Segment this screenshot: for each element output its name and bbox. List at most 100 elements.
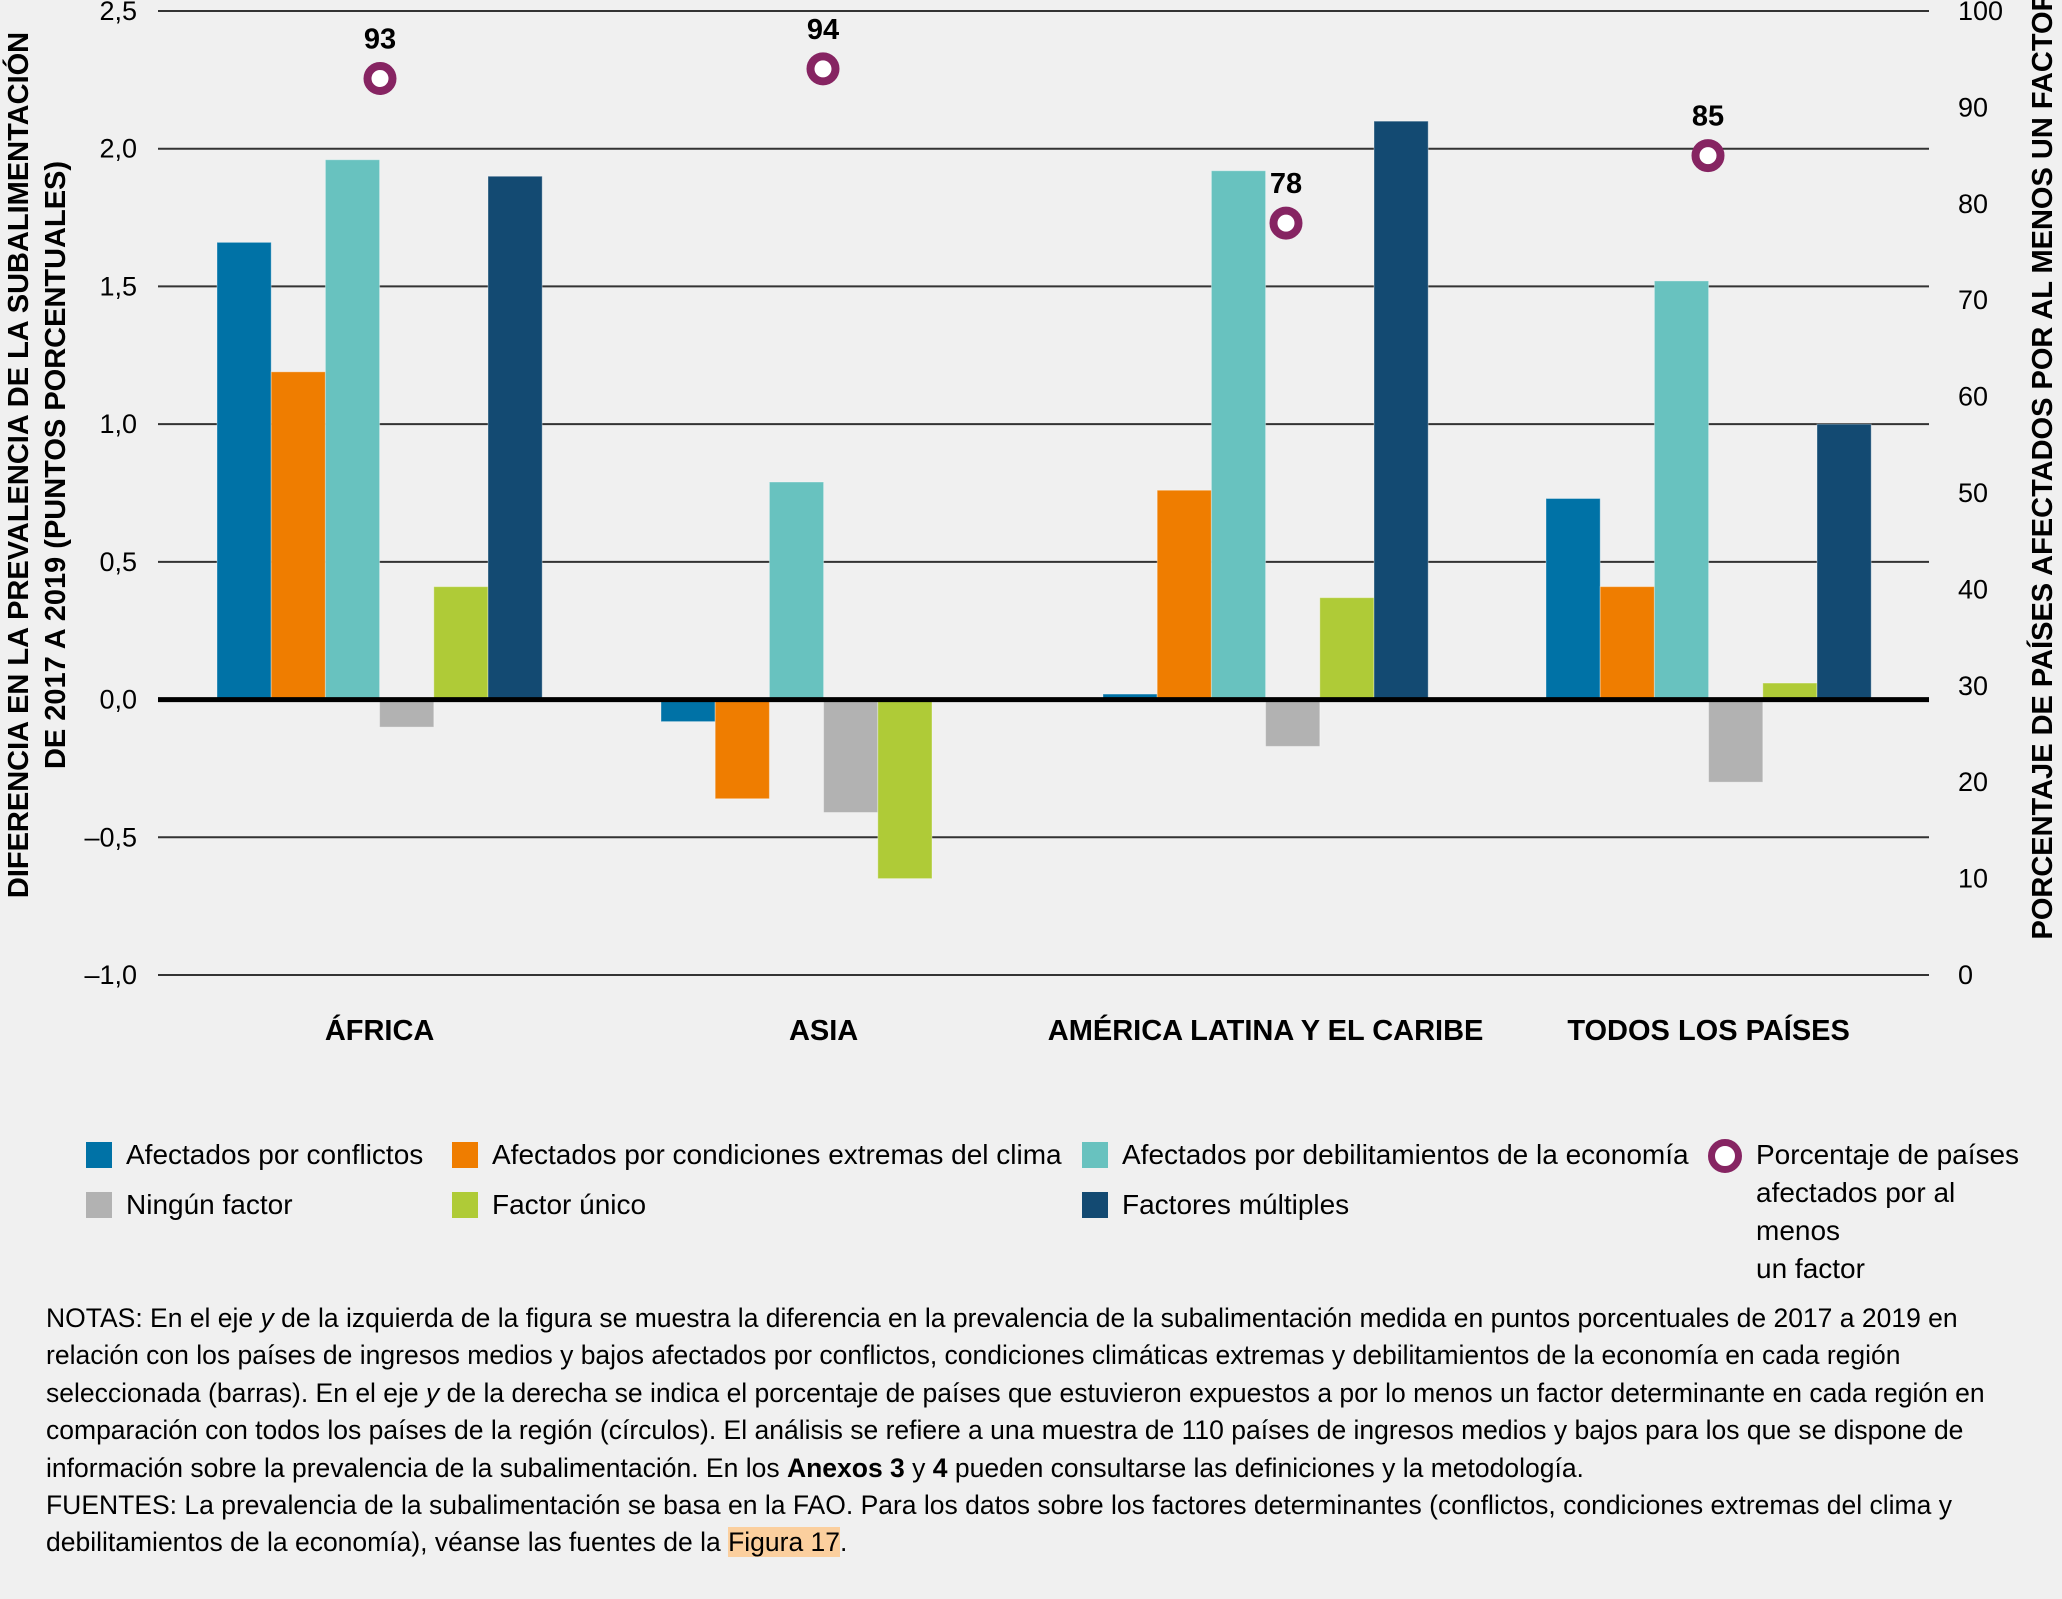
y-axis-title-line1: DIFERENCIA EN LA PREVALENCIA DE LA SUBAL… xyxy=(1,32,35,898)
y-tick-label: 2,5 xyxy=(99,0,137,26)
legend-item-percentage: Porcentaje de países afectados por al me… xyxy=(1708,1136,2046,1288)
legend-label-line: afectados por al menos xyxy=(1756,1177,1956,1246)
bar xyxy=(1265,699,1321,747)
notes-text: de la derecha se indica el porcentaje de… xyxy=(46,1377,1985,1483)
y2-tick-label: 50 xyxy=(1958,478,1988,508)
percentage-marker xyxy=(1269,206,1303,240)
legend-label: Porcentaje de países afectados por al me… xyxy=(1756,1136,2046,1288)
y2-tick-label: 20 xyxy=(1958,767,1988,797)
notes-text: En el eje xyxy=(150,1303,261,1333)
y2-tick-label: 90 xyxy=(1958,92,1988,122)
y2-axis-title: PORCENTAJE DE PAÍSES AFECTADOS POR AL ME… xyxy=(2025,0,2059,940)
legend-item-no-factor: Ningún factor xyxy=(86,1186,293,1224)
y2-tick-label: 30 xyxy=(1958,671,1988,701)
legend-swatch xyxy=(1082,1192,1108,1218)
category-label: ASIA xyxy=(789,1015,858,1047)
bar xyxy=(1708,699,1764,783)
bar xyxy=(487,175,543,701)
chart: 93 94 78 85 –1,0 –0,5 0,0 0,5 1,0 1,5 2,0 2,5 0 10 2… xyxy=(1,0,2059,1047)
bar xyxy=(823,699,879,813)
legend-swatch xyxy=(86,1142,112,1168)
bar xyxy=(433,586,489,701)
sources-paragraph: FUENTES: La prevalencia de la subaliment… xyxy=(46,1487,2046,1562)
bar xyxy=(1156,489,1212,701)
y-tick-label: 2,0 xyxy=(99,134,137,164)
y2-axis-ticks: 0 10 20 30 40 50 60 70 80 90 100 xyxy=(1958,0,2003,990)
y-tick-label: 1,0 xyxy=(99,409,137,439)
category-labels: ÁFRICA ASIA AMÉRICA LATINA Y EL CARIBE TODO… xyxy=(325,1013,1850,1047)
bar xyxy=(1319,597,1375,701)
notes: NOTAS: En el eje y de la izquierda de la… xyxy=(46,1300,2046,1562)
legend-item-multiple-factors: Factores múltiples xyxy=(1082,1186,1349,1224)
percentage-marker xyxy=(1691,139,1725,173)
percentage-marker xyxy=(363,61,397,95)
category-label: AMÉRICA LATINA Y EL CARIBE xyxy=(1048,1013,1484,1047)
legend-swatch xyxy=(452,1142,478,1168)
sources-text: La prevalencia de la subalimentación se … xyxy=(46,1490,1952,1558)
bar xyxy=(768,481,825,701)
notes-text: pueden consultarse las definiciones y la… xyxy=(947,1452,1584,1483)
annex-3-ref: Anexos 3 xyxy=(786,1452,905,1483)
percentage-marker xyxy=(806,52,840,86)
legend-swatch xyxy=(452,1192,478,1218)
y-tick-label: –1,0 xyxy=(84,960,137,990)
notes-paragraph: NOTAS: En el eje y de la izquierda de la… xyxy=(46,1300,2046,1487)
notes-prefix: NOTAS: xyxy=(46,1303,151,1333)
legend-item-single-factor: Factor único xyxy=(452,1186,646,1224)
y2-tick-label: 100 xyxy=(1958,0,2003,26)
legend-label: Ningún factor xyxy=(126,1189,293,1220)
legend-label: Afectados por debilitamientos de la econ… xyxy=(1122,1139,1689,1170)
y2-tick-label: 70 xyxy=(1958,285,1988,315)
bar xyxy=(660,699,716,723)
notes-italic-y: y xyxy=(260,1303,274,1333)
y2-tick-label: 60 xyxy=(1958,382,1988,412)
notes-italic-y: y xyxy=(426,1377,440,1408)
y2-tick-label: 80 xyxy=(1958,189,1988,219)
gridlines xyxy=(158,10,1929,976)
y2-tick-label: 40 xyxy=(1958,574,1988,604)
percentage-marker-label: 85 xyxy=(1692,101,1724,133)
percentage-marker-label: 94 xyxy=(807,14,839,46)
category-label: ÁFRICA xyxy=(325,1013,435,1047)
bar xyxy=(1599,586,1655,701)
category-label: TODOS LOS PAÍSES xyxy=(1567,1013,1850,1047)
legend-label: Afectados por conflictos xyxy=(126,1139,424,1170)
bars xyxy=(216,120,1872,880)
bar xyxy=(1545,498,1601,701)
y-tick-label: –0,5 xyxy=(84,822,137,852)
bar xyxy=(324,159,381,701)
legend-label: Factores múltiples xyxy=(1122,1189,1350,1220)
figure-17-link[interactable]: Figura 17 xyxy=(728,1527,841,1558)
notes-text: y xyxy=(904,1452,933,1483)
percentage-marker-label: 93 xyxy=(364,23,396,55)
y-axis-ticks: –1,0 –0,5 0,0 0,5 1,0 1,5 2,0 2,5 xyxy=(84,0,137,990)
legend-item-conflicts: Afectados por conflictos xyxy=(86,1136,423,1174)
annex-4-ref: 4 xyxy=(932,1452,948,1483)
legend-label-line: un factor xyxy=(1756,1253,1865,1284)
y-tick-label: 0,5 xyxy=(99,547,137,577)
bar xyxy=(1210,170,1267,701)
legend-item-climate: Afectados por condiciones extremas del c… xyxy=(452,1136,1062,1174)
legend-item-economy: Afectados por debilitamientos de la econ… xyxy=(1082,1136,1689,1174)
bar xyxy=(270,371,326,701)
markers: 93 94 78 85 xyxy=(363,14,1725,240)
legend: Afectados por conflictos Afectados por c… xyxy=(86,1136,2046,1284)
notes-text: de la izquierda de la figura se muestra … xyxy=(46,1303,1958,1408)
y-axis-title-line2: DE 2017 A 2019 (PUNTOS PORCENTUALES) xyxy=(40,161,72,769)
bar xyxy=(216,241,272,701)
sources-text: . xyxy=(840,1527,848,1558)
y-tick-label: 0,0 xyxy=(99,685,137,715)
circle-marker-icon xyxy=(1708,1139,1742,1173)
legend-label: Factor único xyxy=(492,1189,647,1220)
percentage-marker-label: 78 xyxy=(1270,168,1302,200)
y2-tick-label: 10 xyxy=(1958,864,1988,894)
bar xyxy=(877,699,933,880)
legend-label-line: Porcentaje de países xyxy=(1756,1139,2020,1170)
y-tick-label: 1,5 xyxy=(99,271,137,301)
legend-label: Afectados por condiciones extremas del c… xyxy=(492,1139,1062,1170)
legend-swatch xyxy=(1082,1142,1108,1168)
bar xyxy=(714,699,770,800)
bar xyxy=(1816,423,1872,701)
bar xyxy=(379,699,435,728)
bar xyxy=(1653,280,1710,701)
